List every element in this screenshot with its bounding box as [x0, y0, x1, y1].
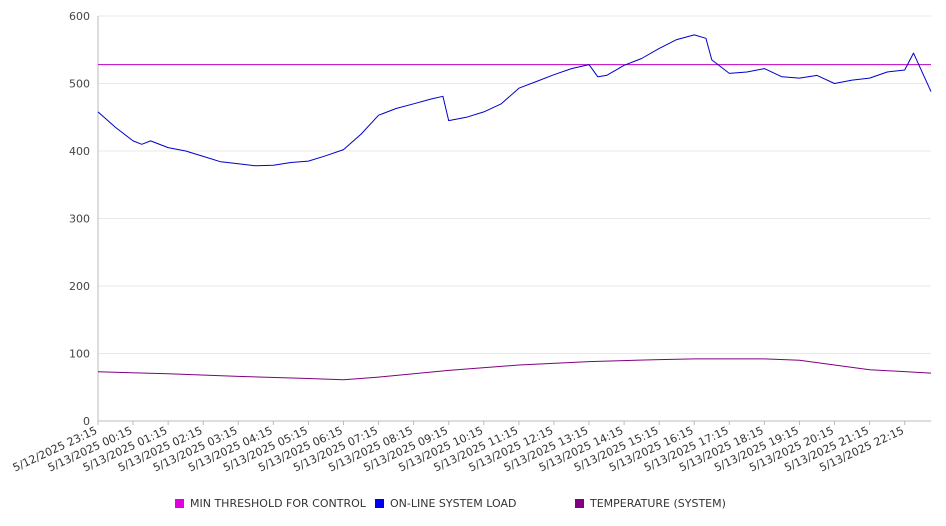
- series-line-temperature: [97, 358, 932, 381]
- x-tick-labels: 5/12/2025 23:155/13/2025 00:155/13/2025 …: [11, 421, 906, 474]
- legend-label-min-threshold: MIN THRESHOLD FOR CONTROL: [190, 497, 366, 510]
- legend-item-system-load[interactable]: ON-LINE SYSTEM LOAD: [375, 497, 516, 510]
- legend-label-temperature: TEMPERATURE (SYSTEM): [590, 497, 726, 510]
- series-lines: [97, 34, 932, 381]
- axes: [97, 16, 931, 422]
- legend-swatch-system-load: [375, 499, 384, 508]
- y-tick-label-200: 200: [69, 280, 90, 293]
- legend: MIN THRESHOLD FOR CONTROL ON-LINE SYSTEM…: [0, 497, 946, 515]
- legend-item-temperature[interactable]: TEMPERATURE (SYSTEM): [575, 497, 726, 510]
- legend-swatch-min-threshold: [175, 499, 184, 508]
- y-tick-label-0: 0: [83, 415, 90, 428]
- y-tick-label-300: 300: [69, 213, 90, 226]
- series-line-system-load: [97, 34, 932, 167]
- legend-label-system-load: ON-LINE SYSTEM LOAD: [390, 497, 517, 510]
- y-tick-labels: 0 100 200 300 400 500 600: [69, 10, 90, 428]
- y-tick-label-600: 600: [69, 10, 90, 23]
- legend-item-min-threshold[interactable]: MIN THRESHOLD FOR CONTROL: [175, 497, 366, 510]
- y-tick-label-500: 500: [69, 78, 90, 91]
- y-tick-label-400: 400: [69, 145, 90, 158]
- y-tick-label-100: 100: [69, 348, 90, 361]
- legend-swatch-temperature: [575, 499, 584, 508]
- grid-lines: [98, 15, 931, 354]
